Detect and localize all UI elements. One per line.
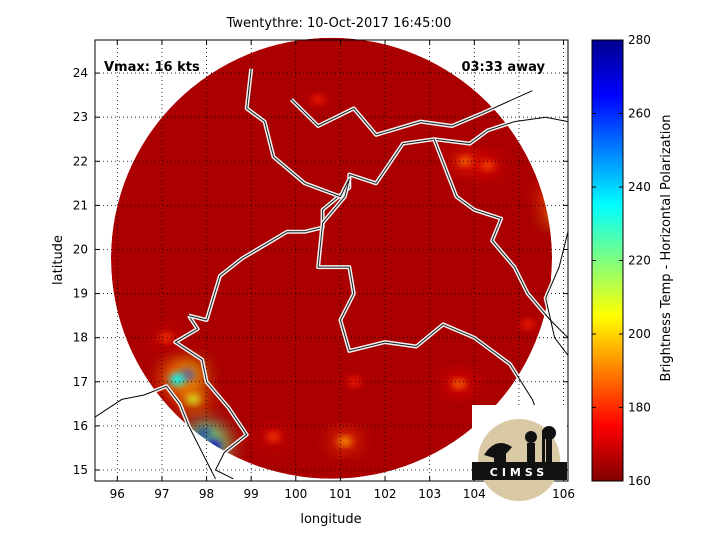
border-line-core: [246, 68, 552, 457]
bt-feature: [339, 372, 368, 391]
y-tick-label: 16: [73, 419, 88, 433]
x-ticks: 96979899100101102103104105106: [110, 40, 575, 501]
x-tick-label: 99: [244, 487, 259, 501]
svg-text:CIMSS: CIMSS: [490, 466, 548, 479]
y-tick-label: 23: [73, 110, 88, 124]
border-line-core: [290, 90, 533, 136]
x-tick-label: 101: [329, 487, 352, 501]
border-line-core: [433, 139, 552, 339]
bt-feature: [304, 90, 333, 109]
x-tick-label: 106: [552, 487, 575, 501]
x-tick-label: 98: [199, 487, 214, 501]
x-tick-label: 102: [374, 487, 397, 501]
colorbar: [591, 39, 624, 482]
x-tick-label: 104: [463, 487, 486, 501]
y-tick-label: 22: [73, 154, 88, 168]
border-line-core: [545, 231, 552, 356]
plot-frame: [94, 39, 569, 482]
border-line-core: [188, 116, 552, 321]
bt-feature: [444, 374, 473, 393]
y-axis-label: latitude: [51, 235, 66, 285]
x-tick-label: 103: [418, 487, 441, 501]
colorbar-tick-label: 260: [628, 107, 651, 121]
chart-title: Twentythre: 10-Oct-2017 16:45:00: [226, 16, 452, 31]
colorbar-tick-label: 200: [628, 327, 651, 341]
bt-feature: [330, 432, 359, 451]
bt-feature: [160, 366, 195, 393]
swath-disc: [111, 37, 552, 479]
y-tick-label: 17: [73, 375, 88, 389]
y-tick-label: 15: [73, 463, 88, 477]
bt-feature: [179, 390, 208, 409]
y-tick-label: 18: [73, 331, 88, 345]
borders: [95, 68, 568, 480]
border-lines-inside-swath: [111, 68, 552, 479]
cimss-logo: CIMSS: [472, 405, 567, 501]
x-tick-label: 100: [284, 487, 307, 501]
colorbar-label: Brightness Temp - Horizontal Polarizatio…: [659, 114, 674, 381]
y-tick-label: 24: [73, 66, 88, 80]
y-ticks: 15 16 17 18 19 20 21 22 23 24: [73, 66, 568, 477]
x-axis-label: longitude: [300, 512, 361, 527]
y-tick-label: 19: [73, 287, 88, 301]
colorbar-tick-label: 180: [628, 401, 651, 415]
colorbar-tick-label: 220: [628, 254, 651, 268]
colorbar-tick-label: 160: [628, 474, 651, 488]
colorbar-tick-label: 280: [628, 33, 651, 47]
time-away-annotation: 03:33 away: [461, 60, 545, 75]
bt-feature: [451, 152, 480, 171]
bt-feature: [473, 156, 502, 175]
vmax-annotation: Vmax: 16 kts: [104, 60, 200, 75]
x-tick-label: 97: [154, 487, 169, 501]
colorbar-tick-label: 240: [628, 180, 651, 194]
x-tick-label: 96: [110, 487, 125, 501]
y-tick-label: 21: [73, 198, 88, 212]
y-tick-label: 20: [73, 242, 88, 256]
colorbar-ticks: 160 180 200 220 240 260 280: [592, 33, 651, 488]
bt-feature: [513, 315, 542, 334]
bt-feature: [259, 427, 288, 446]
